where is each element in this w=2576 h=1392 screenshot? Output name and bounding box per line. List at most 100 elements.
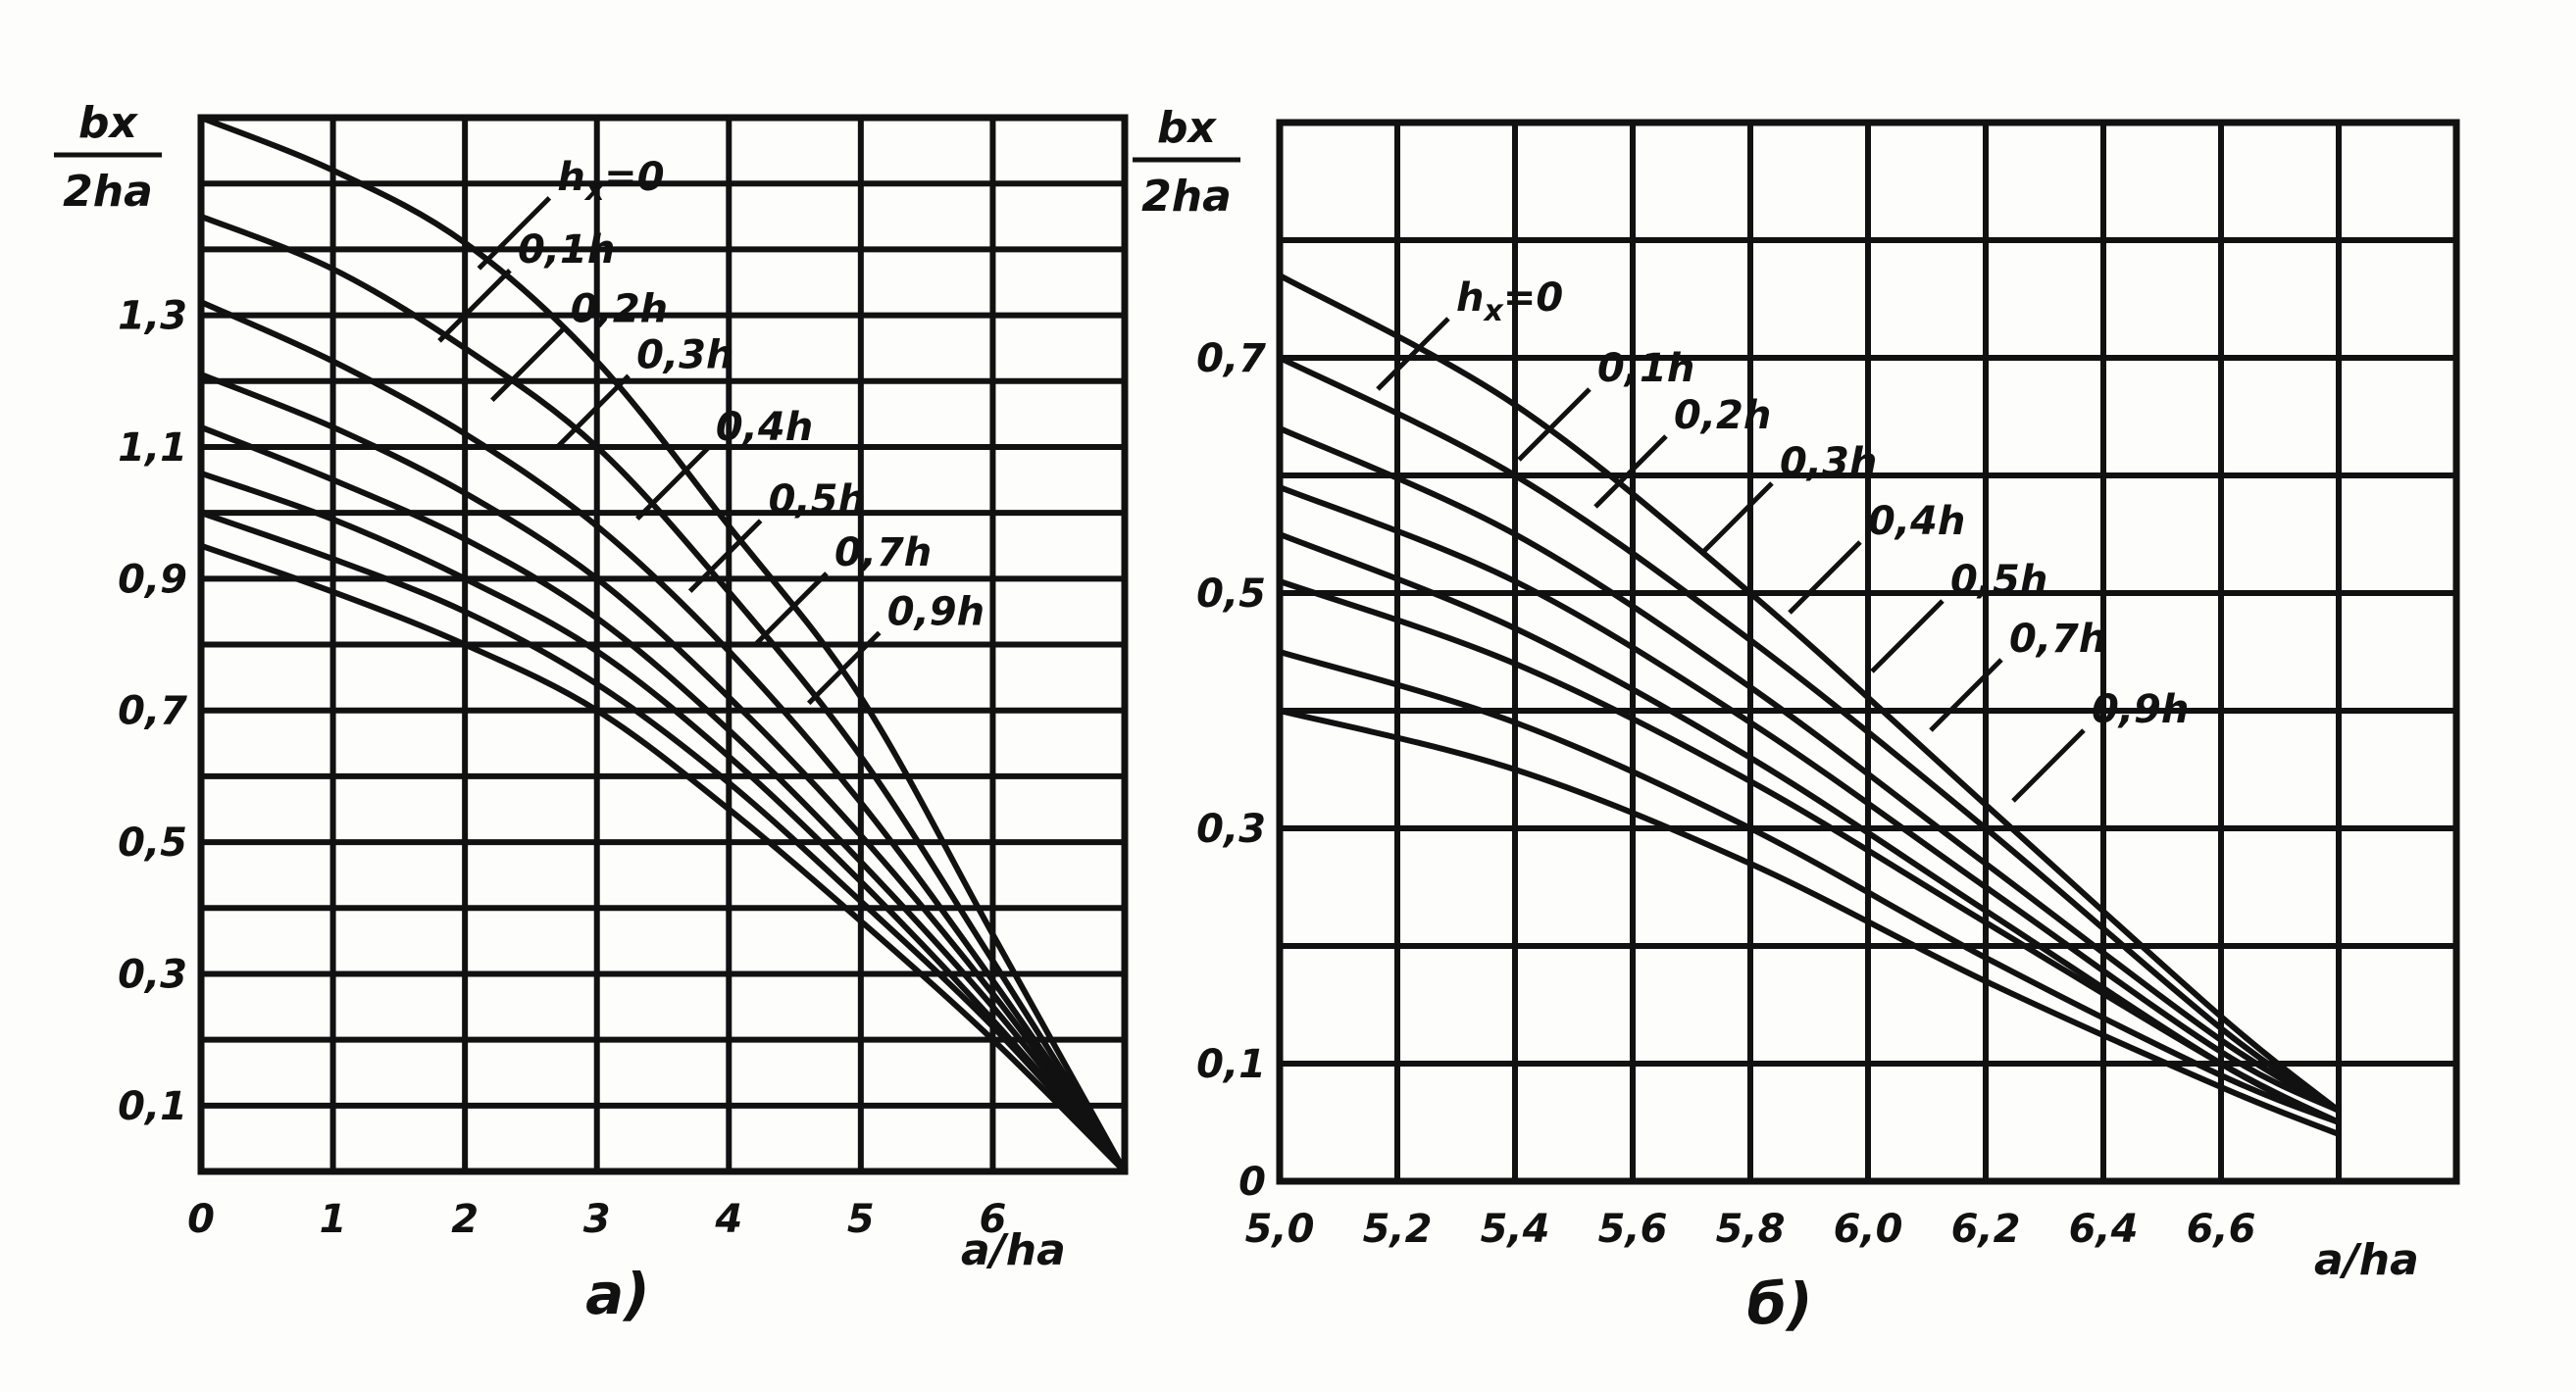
series-label: 0,7h (1929, 617, 2106, 732)
series-label-leader (1593, 434, 1668, 509)
panel-caption: a) (585, 1261, 650, 1327)
series-line (198, 542, 1128, 1174)
y-axis-label-denominator: 2ha (63, 167, 153, 217)
x-axis-label: a/ha (2314, 1235, 2419, 1285)
series-label-text: 0,5h (1950, 558, 2047, 603)
x-tick-label: 6 (980, 1197, 1007, 1242)
series-label-leader (635, 446, 710, 521)
series-label-leader (2011, 728, 2086, 803)
y-tick-label: 0,3 (1196, 807, 1266, 852)
y-axis-label: bx 2ha (54, 98, 162, 217)
x-tick-label: 4 (714, 1197, 742, 1242)
x-tick-label: 3 (583, 1197, 611, 1242)
y-tick-label: 0,5 (1196, 572, 1266, 617)
series-label-text: 0,4h (716, 405, 813, 450)
y-axis-label-denominator: 2ha (1141, 172, 1232, 222)
x-axis-label: a/ha (961, 1225, 1066, 1275)
x-tick-label: 5,4 (1481, 1207, 1550, 1252)
series-label: 0,9h (2011, 687, 2189, 803)
series-label: 0,1h (1517, 346, 1694, 462)
series-line (198, 372, 1128, 1174)
series-label-text: 0,2h (1674, 393, 1771, 438)
series-label-leader (477, 196, 552, 271)
series-label: hx=0 (1376, 275, 1563, 391)
x-tick-label: 2 (451, 1197, 479, 1242)
series-label-leader (1870, 599, 1945, 673)
series-label: 0,7h (754, 530, 932, 646)
y-tick-label: 0 (1238, 1160, 1266, 1205)
series-label-text: 0,3h (636, 332, 733, 377)
chart-panel-a: 0 1 2 3 4 5 6 0,1 0,3 0,5 0,7 0,9 1,1 1,3 bx 2ha a/ha a) h… (54, 98, 1129, 1327)
x-tick-label: 6,4 (2069, 1207, 2139, 1252)
series-label-text: 0,1h (1597, 346, 1694, 391)
x-tick-label: 6,0 (1834, 1207, 1903, 1252)
x-tick-label: 5 (847, 1197, 875, 1242)
x-tick-label: 1 (320, 1197, 347, 1242)
series-line (1277, 708, 2342, 1137)
panel-caption: б) (1746, 1270, 1812, 1337)
series-label-text: 0,9h (2092, 687, 2189, 732)
series-label-leader (1788, 540, 1862, 615)
series-line (198, 510, 1128, 1174)
y-axis-label-numerator: bx (1157, 103, 1217, 153)
series-label: 0,9h (807, 589, 985, 706)
series-label-text: 0,1h (518, 227, 615, 273)
series-line (198, 423, 1128, 1174)
y-tick-label: 1,3 (118, 294, 187, 339)
series-line (1277, 273, 2342, 1114)
series-label-text: 0,2h (571, 286, 668, 331)
x-tick-label: 5,0 (1245, 1207, 1315, 1252)
series-label-leader (1929, 658, 2003, 732)
series-label-leader (437, 269, 512, 343)
x-tick-label: 0 (187, 1197, 215, 1242)
series-label: 0,4h (1788, 499, 1965, 615)
series-line (198, 115, 1128, 1174)
series-label-leader (687, 519, 763, 593)
series-label-text: 0,7h (834, 530, 932, 575)
y-tick-label: 0,5 (118, 820, 187, 866)
series-line (198, 470, 1128, 1174)
x-tick-label: 5,2 (1363, 1207, 1433, 1252)
y-axis-label-numerator: bx (78, 98, 138, 148)
series-line (1277, 649, 2342, 1125)
series-line (198, 299, 1128, 1174)
series-label: 0,5h (687, 477, 866, 593)
y-tick-label: 0,1 (1196, 1042, 1266, 1087)
series-label: 0,3h (1699, 440, 1877, 556)
series-label: 0,2h (490, 286, 668, 403)
series-label-text: 0,4h (1868, 499, 1965, 544)
y-tick-label: 0,9 (118, 557, 187, 602)
series-label: 0,5h (1870, 558, 2047, 673)
series-label: 0,2h (1593, 393, 1771, 509)
x-tick-label: 6,2 (1951, 1207, 2021, 1252)
series-label: 0,1h (437, 227, 615, 343)
x-tick-label: 5,6 (1598, 1207, 1668, 1252)
series-label: hx=0 (477, 155, 665, 271)
series-label-text: 0,3h (1780, 440, 1877, 485)
x-tick-label: 6,6 (2187, 1207, 2256, 1252)
series-label-text: hx=0 (557, 155, 664, 208)
series-label: 0,4h (635, 405, 813, 521)
series-label-leader (807, 630, 882, 706)
series-line (1277, 355, 2342, 1114)
plot-frame (197, 114, 1129, 1175)
series-label-text: 0,7h (2009, 617, 2106, 662)
series-label-text: 0,9h (887, 589, 985, 634)
series-label-leader (1517, 387, 1591, 462)
series-line (1277, 484, 2342, 1114)
series-label-leader (1699, 481, 1774, 556)
series-label: 0,3h (556, 332, 733, 449)
series-label-text: 0,5h (769, 477, 866, 522)
y-tick-label: 0,7 (1196, 336, 1266, 381)
series-label-leader (556, 373, 631, 449)
y-axis-label: bx 2ha (1133, 103, 1240, 222)
series-label-text: hx=0 (1456, 275, 1563, 328)
series-line (1277, 425, 2342, 1114)
series-label-leader (1376, 317, 1450, 391)
y-tick-label: 0,7 (118, 689, 187, 734)
chart-panel-b: 5,0 5,2 5,4 5,6 5,8 6,0 6,2 6,4 6,6 0 0,1 0,3 0,5 0,7… (1133, 103, 2460, 1337)
y-tick-label: 0,1 (118, 1084, 187, 1129)
x-tick-label: 5,8 (1716, 1207, 1786, 1252)
